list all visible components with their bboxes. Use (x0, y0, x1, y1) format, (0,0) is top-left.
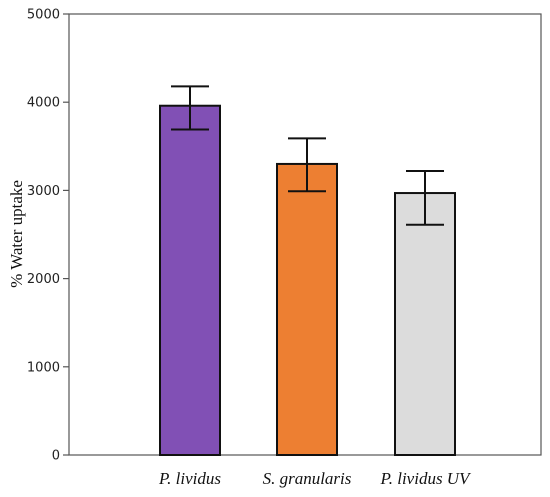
y-tick-label: 0 (52, 449, 60, 464)
y-tick-label: 3000 (27, 184, 60, 199)
bar (394, 192, 456, 457)
error-bar (171, 85, 209, 131)
y-tick-label: 4000 (27, 96, 60, 111)
y-tick-label: 1000 (27, 360, 60, 375)
y-tick-label: 5000 (27, 8, 60, 23)
bar (276, 162, 338, 456)
category-labels: P. lividus S. granularis P. lividus UV (158, 469, 472, 488)
y-tick-label: 2000 (27, 272, 60, 287)
x-category-label: S. granularis (263, 469, 352, 488)
x-category-label: P. lividus UV (380, 469, 473, 488)
y-axis-label: % Water uptake (7, 180, 26, 288)
error-bar (288, 137, 326, 193)
x-category-label: P. lividus (158, 469, 221, 488)
y-axis: 0 1000 2000 3000 4000 5000 (27, 8, 69, 464)
error-bar (406, 169, 444, 226)
bar (159, 104, 221, 456)
bars-group (159, 85, 456, 457)
